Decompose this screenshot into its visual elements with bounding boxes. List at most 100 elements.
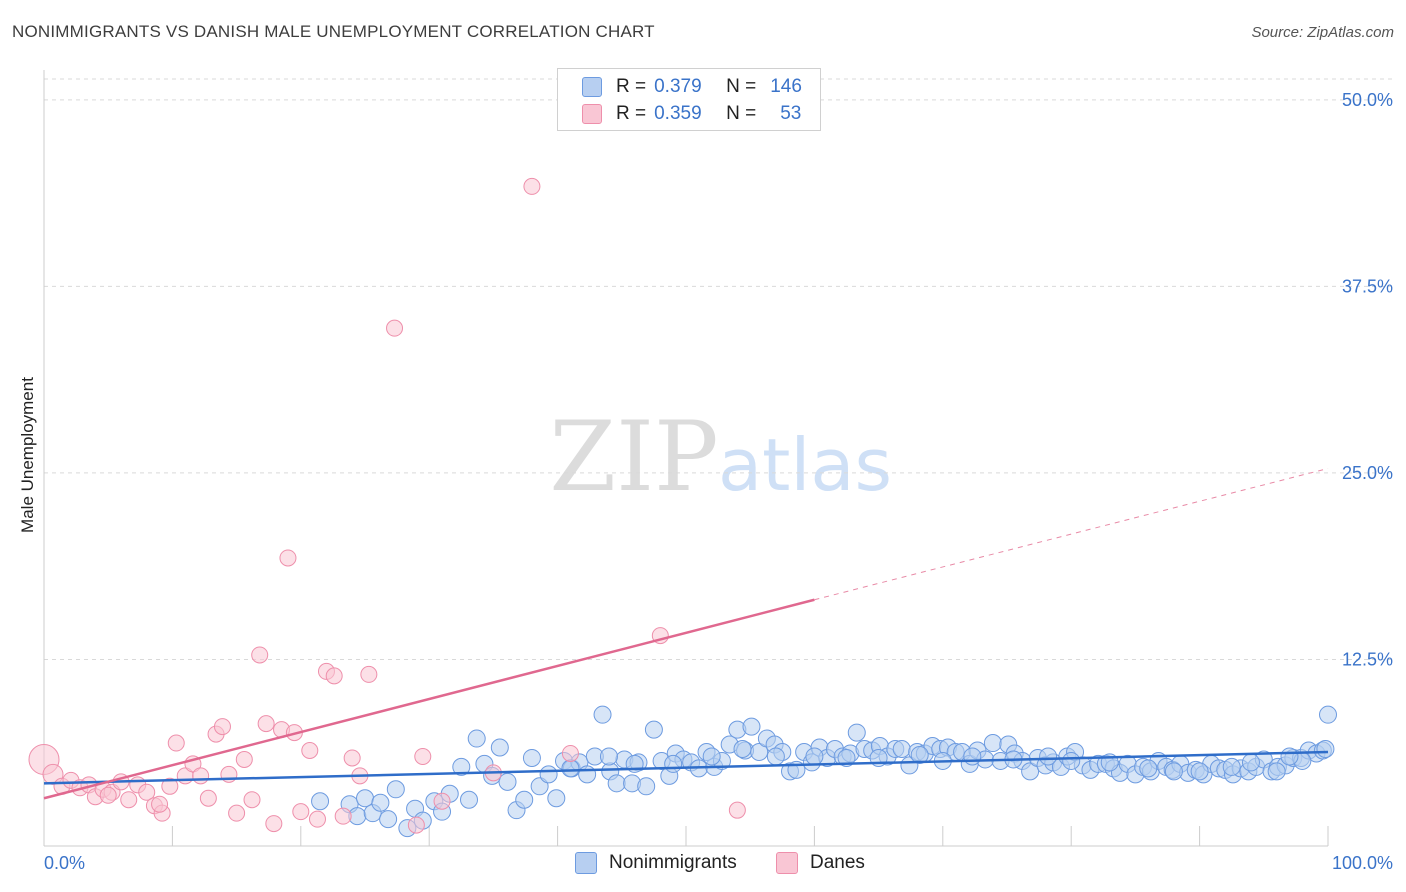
nonimmigrants-point <box>379 810 398 829</box>
danes-point <box>308 810 326 828</box>
nonimmigrants-point <box>386 780 405 799</box>
nonimmigrants-point <box>1316 740 1335 758</box>
nonimmigrants-point <box>837 748 856 767</box>
nonimmigrants-point <box>664 754 683 773</box>
danes-point <box>386 319 404 337</box>
bottom-legend-swatch-danes <box>776 852 798 874</box>
nonimmigrants-point <box>1021 762 1040 781</box>
nonimmigrants-point <box>1222 757 1241 776</box>
nonimmigrants-point <box>515 790 534 809</box>
danes-point <box>228 804 246 822</box>
grid <box>44 78 1394 660</box>
legend-n-value: 146 <box>770 76 802 97</box>
nonimmigrants-point <box>452 757 471 776</box>
danes-point <box>292 803 310 821</box>
danes-point <box>343 749 361 767</box>
danes-point <box>161 777 179 795</box>
danes-point <box>167 734 185 752</box>
legend-n-value: 53 <box>780 103 802 124</box>
nonimmigrants-point <box>1267 762 1286 781</box>
tick-labels: 12.5% 25.0% 37.5% 50.0% 0.0% 100.0% <box>44 90 1393 873</box>
legend-row-nonimmigrants: R = 0.379 N = 146 <box>582 75 802 99</box>
nonimmigrants-point <box>1190 762 1209 781</box>
bottom-legend-swatch-nonimmigrants <box>575 852 597 874</box>
danes-point <box>279 549 297 567</box>
nonimmigrants-trend-line <box>43 750 1329 785</box>
danes-point <box>561 744 579 762</box>
bottom-legend-label-nonimmigrants: Nonimmigrants <box>609 852 737 873</box>
nonimmigrants-point <box>547 789 566 808</box>
bottom-legend-nonimmigrants[interactable]: Nonimmigrants <box>575 852 737 874</box>
watermark: ZIP atlas <box>549 401 892 513</box>
y-tick-label: 37.5% <box>1342 276 1393 296</box>
danes-trend-line-extended <box>814 467 1329 601</box>
legend-n-label: N = <box>726 103 757 124</box>
danes-trend-line <box>43 598 815 800</box>
nonimmigrants-point <box>607 774 626 793</box>
nonimmigrants-point <box>1164 762 1183 781</box>
y-tick-label: 25.0% <box>1342 463 1393 483</box>
nonimmigrants-point <box>460 790 479 809</box>
nonimmigrants-point <box>593 705 612 724</box>
legend-r-label: R = <box>616 103 647 124</box>
nonimmigrants-point <box>522 748 541 767</box>
nonimmigrants-point <box>599 747 618 766</box>
nonimmigrants-point <box>498 772 517 791</box>
y-tick-label: 50.0% <box>1342 90 1393 110</box>
danes-point <box>192 767 210 785</box>
nonimmigrants-point <box>539 765 558 784</box>
danes-point <box>325 667 343 685</box>
nonimmigrants-point <box>910 745 929 764</box>
legend-swatch-danes <box>582 104 602 124</box>
chart-title: NONIMMIGRANTS VS DANISH MALE UNEMPLOYMEN… <box>12 22 655 41</box>
nonimmigrants-point <box>766 747 785 766</box>
nonimmigrants-point <box>1280 747 1299 766</box>
danes-point <box>414 747 432 765</box>
y-tick-label: 12.5% <box>1342 649 1393 669</box>
nonimmigrants-point <box>983 734 1002 753</box>
nonimmigrants-point <box>644 720 663 739</box>
nonimmigrants-point <box>1139 759 1158 778</box>
nonimmigrants-point <box>371 793 390 812</box>
x-tick-label-start: 0.0% <box>44 853 85 873</box>
nonimmigrants-point <box>805 747 824 766</box>
source-label: Source: ZipAtlas.com <box>1251 24 1394 41</box>
points-layer <box>28 177 1337 838</box>
nonimmigrants-point <box>637 777 656 796</box>
nonimmigrants-point <box>742 717 761 736</box>
nonimmigrants-point <box>847 723 866 742</box>
watermark-zip: ZIP <box>549 401 718 513</box>
nonimmigrants-point <box>963 747 982 766</box>
danes-point <box>120 791 138 809</box>
nonimmigrants-point <box>1319 705 1337 724</box>
legend-swatch-nonimmigrants <box>582 77 602 97</box>
danes-point <box>199 789 217 807</box>
nonimmigrants-point <box>1241 753 1260 772</box>
nonimmigrants-point <box>490 738 509 757</box>
nonimmigrants-point <box>892 740 911 758</box>
trend-lines <box>43 467 1329 800</box>
legend-box: R = 0.379 N = 146 R = 0.359 N = 53 <box>557 68 821 131</box>
danes-point <box>251 646 269 664</box>
bottom-legend-label-danes: Danes <box>810 852 865 873</box>
nonimmigrants-point <box>561 759 580 778</box>
axes <box>43 70 1329 847</box>
danes-point <box>213 718 231 736</box>
danes-point <box>265 815 283 833</box>
nonimmigrants-point <box>311 792 330 811</box>
nonimmigrants-point <box>1062 751 1081 770</box>
danes-point <box>523 177 541 195</box>
nonimmigrants-point <box>530 777 549 796</box>
danes-point <box>151 795 169 813</box>
legend-r-label: R = <box>616 76 647 97</box>
bottom-legend-danes[interactable]: Danes <box>776 852 865 874</box>
legend-row-danes: R = 0.359 N = 53 <box>582 102 801 126</box>
nonimmigrants-point <box>467 729 486 748</box>
legend-r-value: 0.379 <box>654 76 702 97</box>
legend-n-label: N = <box>726 76 757 97</box>
nonimmigrants-point <box>702 747 721 766</box>
nonimmigrants-point <box>356 789 374 808</box>
nonimmigrants-point <box>578 765 597 784</box>
danes-point <box>243 791 261 809</box>
